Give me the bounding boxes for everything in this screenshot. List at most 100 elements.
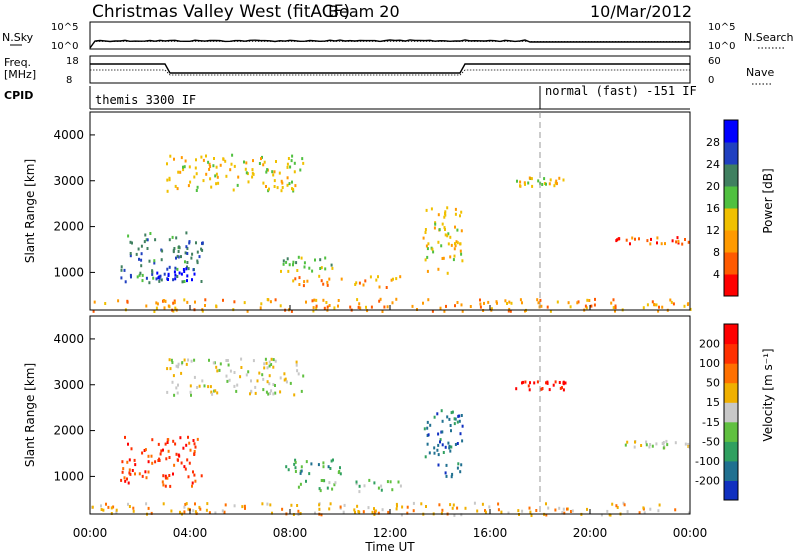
range-gate-cell: [634, 237, 636, 241]
range-gate-cell: [386, 480, 389, 484]
range-gate-cell: [358, 484, 361, 488]
range-gate-cell: [674, 441, 677, 445]
range-gate-cell: [431, 247, 434, 251]
colorbar-segment: [724, 142, 738, 165]
range-gate-cell: [126, 477, 128, 481]
range-gate-cell: [326, 283, 329, 287]
range-gate-cell: [159, 452, 162, 456]
range-gate-cell: [459, 470, 462, 474]
colorbar-segment: [724, 274, 738, 297]
nsky-tick-low: 10^0: [51, 41, 78, 52]
range-gate-cell: [461, 259, 464, 263]
cpid-label: CPID: [4, 89, 33, 102]
range-gate-cell: [383, 305, 386, 309]
range-gate-cell: [300, 389, 303, 393]
range-gate-cell: [239, 375, 242, 379]
range-gate-cell: [324, 256, 327, 260]
range-gate-cell: [366, 309, 369, 313]
range-gate-cell: [328, 481, 331, 485]
range-gate-cell: [134, 463, 137, 467]
range-gate-cell: [460, 513, 463, 517]
colorbar-segment: [724, 441, 738, 462]
range-gate-cell: [444, 445, 447, 449]
range-gate-cell: [642, 306, 645, 310]
range-gate-cell: [303, 261, 306, 265]
range-gate-cell: [329, 467, 332, 470]
range-gate-cell: [543, 182, 546, 185]
range-gate-cell: [268, 187, 270, 191]
range-gate-cell: [158, 279, 161, 283]
range-gate-cell: [657, 509, 660, 513]
range-gate-cell: [342, 510, 345, 514]
range-gate-cell: [138, 273, 141, 277]
range-gate-cell: [548, 388, 551, 392]
range-gate-cell: [545, 182, 547, 186]
range-gate-cell: [129, 472, 132, 476]
range-gate-cell: [146, 247, 149, 250]
range-gate-cell: [412, 501, 415, 505]
range-gate-cell: [288, 263, 291, 267]
range-gate-cell: [355, 480, 358, 484]
range-gate-cell: [132, 506, 135, 510]
range-gate-cell: [279, 376, 282, 380]
range-gate-cell: [131, 241, 133, 245]
range-gate-cell: [426, 442, 429, 446]
range-gate-cell: [265, 185, 267, 188]
range-gate-cell: [453, 513, 456, 517]
range-gate-cell: [356, 298, 359, 302]
range-gate-cell: [216, 391, 219, 395]
range-gate-cell: [172, 250, 175, 254]
range-gate-cell: [445, 463, 448, 467]
range-gate-cell: [285, 380, 288, 384]
colorbar-tick-label: 12: [706, 224, 720, 237]
range-gate-cell: [215, 365, 218, 369]
range-gate-cell: [377, 511, 380, 515]
range-gate-cell: [263, 366, 266, 370]
range-gate-cell: [212, 361, 215, 365]
range-gate-cell: [586, 507, 588, 511]
range-gate-cell: [141, 474, 144, 478]
colorbar-tick-label: -50: [702, 435, 720, 448]
range-gate-cell: [195, 172, 198, 176]
range-gate-cell: [288, 182, 291, 186]
range-gate-cell: [241, 505, 244, 509]
velocity-colorbar: 200 100 50 15 -15 -50 -100 -200: [695, 323, 739, 501]
range-gate-cell: [193, 375, 196, 379]
range-gate-cell: [243, 301, 246, 305]
range-gate-cell: [144, 470, 147, 474]
range-gate-cell: [326, 305, 329, 309]
range-gate-cell: [324, 267, 327, 271]
range-gate-cell: [535, 509, 538, 512]
range-gate-cell: [660, 242, 663, 246]
colorbar-tick-label: 20: [706, 180, 720, 193]
range-gate-cell: [281, 507, 284, 511]
range-gate-cell: [168, 474, 171, 477]
range-gate-cell: [276, 186, 279, 190]
range-gate-cell: [154, 460, 157, 464]
range-gate-cell: [132, 509, 135, 513]
range-gate-cell: [569, 305, 572, 309]
range-gate-cell: [274, 384, 276, 387]
range-gate-cell: [314, 258, 316, 262]
range-gate-cell: [531, 184, 534, 188]
range-gate-cell: [286, 183, 289, 187]
range-gate-cell: [358, 510, 361, 514]
range-gate-cell: [436, 448, 439, 452]
range-gate-cell: [226, 359, 229, 362]
range-gate-cell: [439, 438, 442, 442]
range-gate-cell: [439, 440, 441, 444]
range-gate-cell: [166, 178, 169, 182]
time-axis-label: Time UT: [364, 540, 415, 554]
range-gate-cell: [268, 360, 271, 364]
range-gate-cell: [329, 502, 332, 506]
range-gate-cell: [675, 240, 678, 244]
range-gate-cell: [140, 264, 143, 268]
range-gate-cell: [438, 228, 441, 232]
range-gate-cell: [523, 181, 526, 185]
range-gate-cell: [272, 392, 275, 396]
range-gate-cell: [527, 384, 530, 388]
range-gate-cell: [440, 511, 443, 515]
range-gate-cell: [133, 458, 136, 462]
freq-series-line: [90, 63, 690, 74]
range-gate-cell: [271, 170, 274, 174]
